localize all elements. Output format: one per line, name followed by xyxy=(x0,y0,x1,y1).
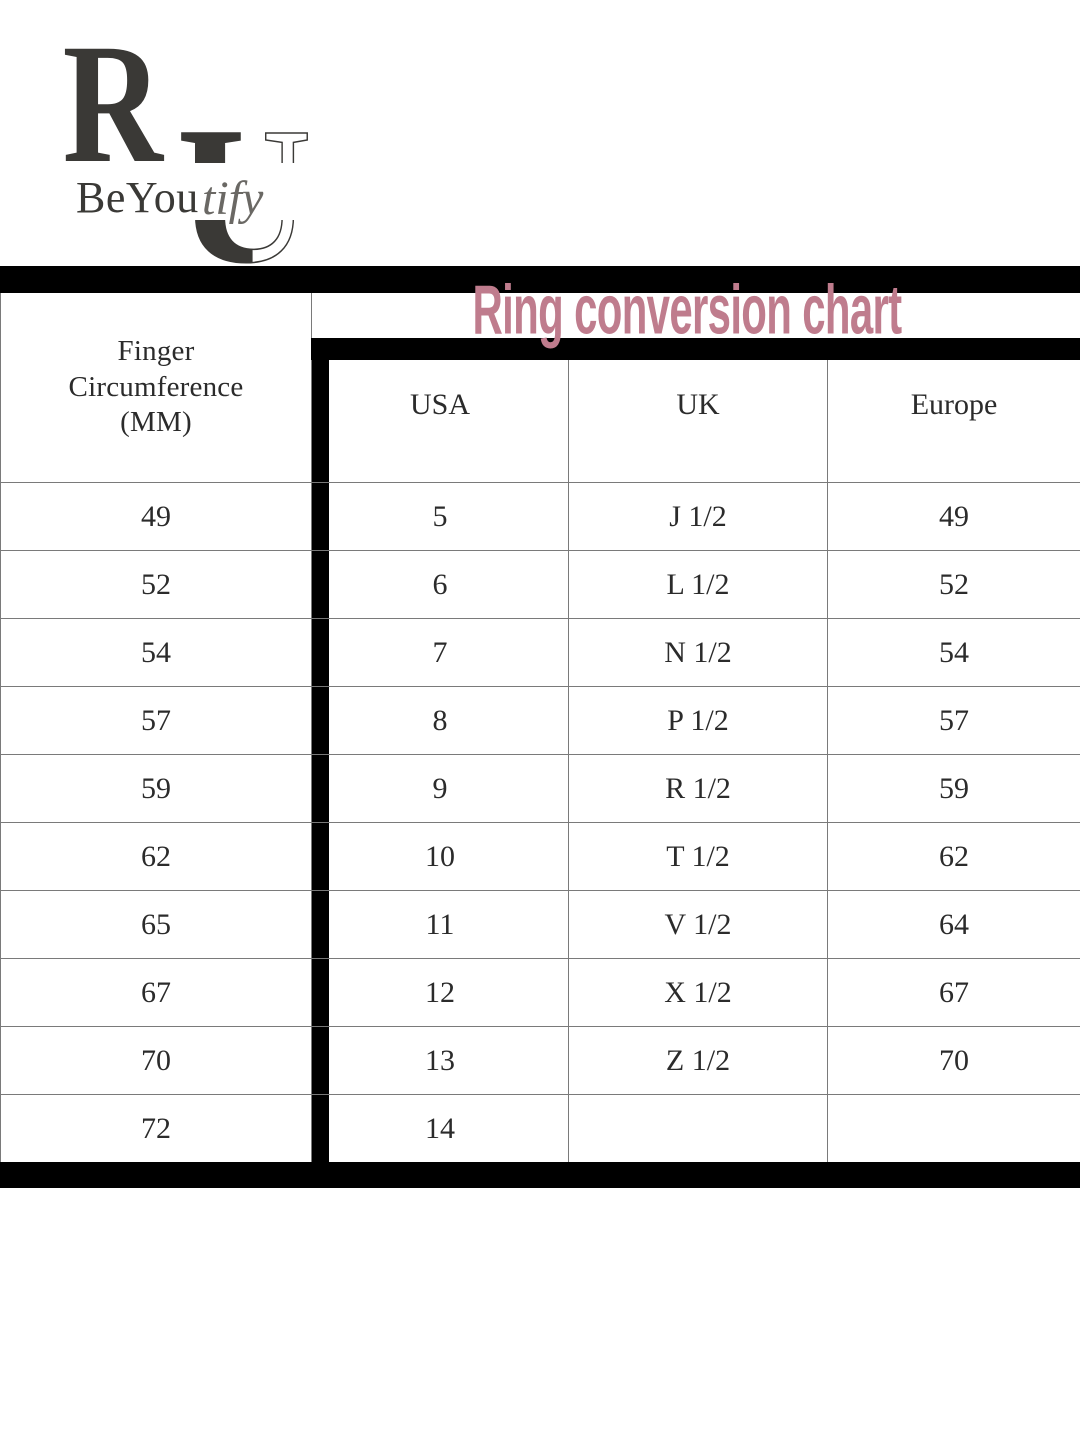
svg-text:BeYou: BeYou xyxy=(76,173,199,222)
svg-text:tify: tify xyxy=(202,172,264,225)
svg-text:R: R xyxy=(63,8,165,198)
